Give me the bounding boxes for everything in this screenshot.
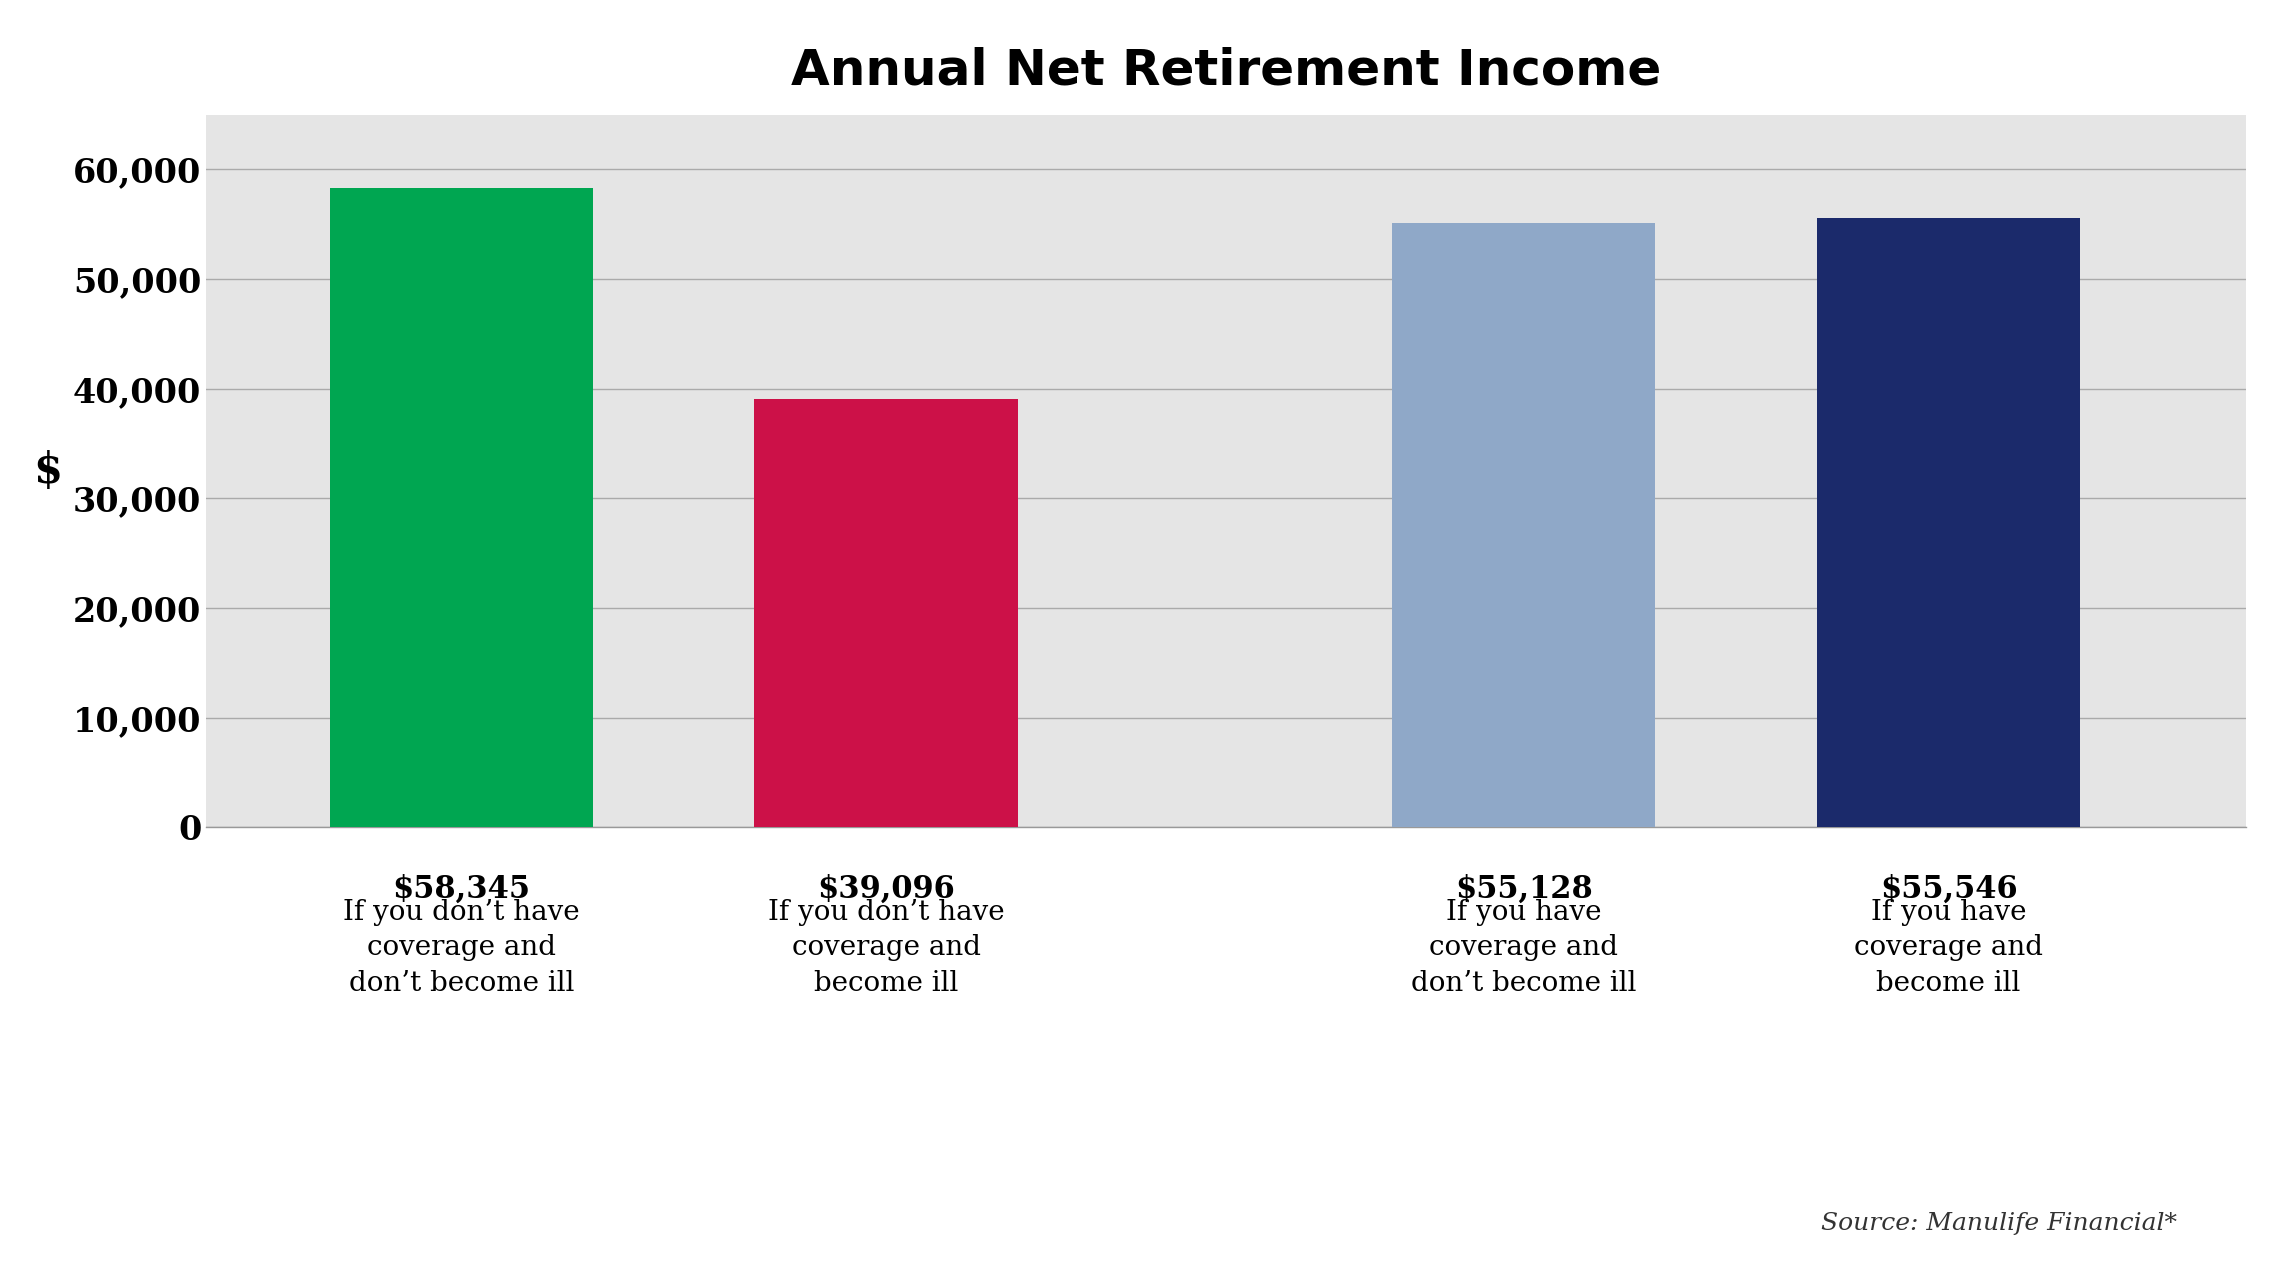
Text: $39,096: $39,096 [818, 873, 956, 905]
Text: $55,128: $55,128 [1455, 873, 1593, 905]
Bar [1391, 223, 1655, 827]
Text: $58,345: $58,345 [392, 873, 529, 905]
Bar [330, 187, 594, 827]
Text: If you don’t have
coverage and
become ill: If you don’t have coverage and become il… [768, 899, 1004, 997]
Text: If you have
coverage and
become ill: If you have coverage and become ill [1854, 899, 2042, 997]
Y-axis label: $: $ [34, 451, 62, 491]
Text: If you don’t have
coverage and
don’t become ill: If you don’t have coverage and don’t bec… [344, 899, 580, 997]
Title: Annual Net Retirement Income: Annual Net Retirement Income [791, 46, 1662, 94]
Text: $55,546: $55,546 [1879, 873, 2017, 905]
Bar [754, 398, 1018, 827]
Bar [1818, 218, 2081, 827]
Text: If you have
coverage and
don’t become ill: If you have coverage and don’t become il… [1412, 899, 1636, 997]
Text: Source: Manulife Financial*: Source: Manulife Financial* [1822, 1212, 2177, 1235]
